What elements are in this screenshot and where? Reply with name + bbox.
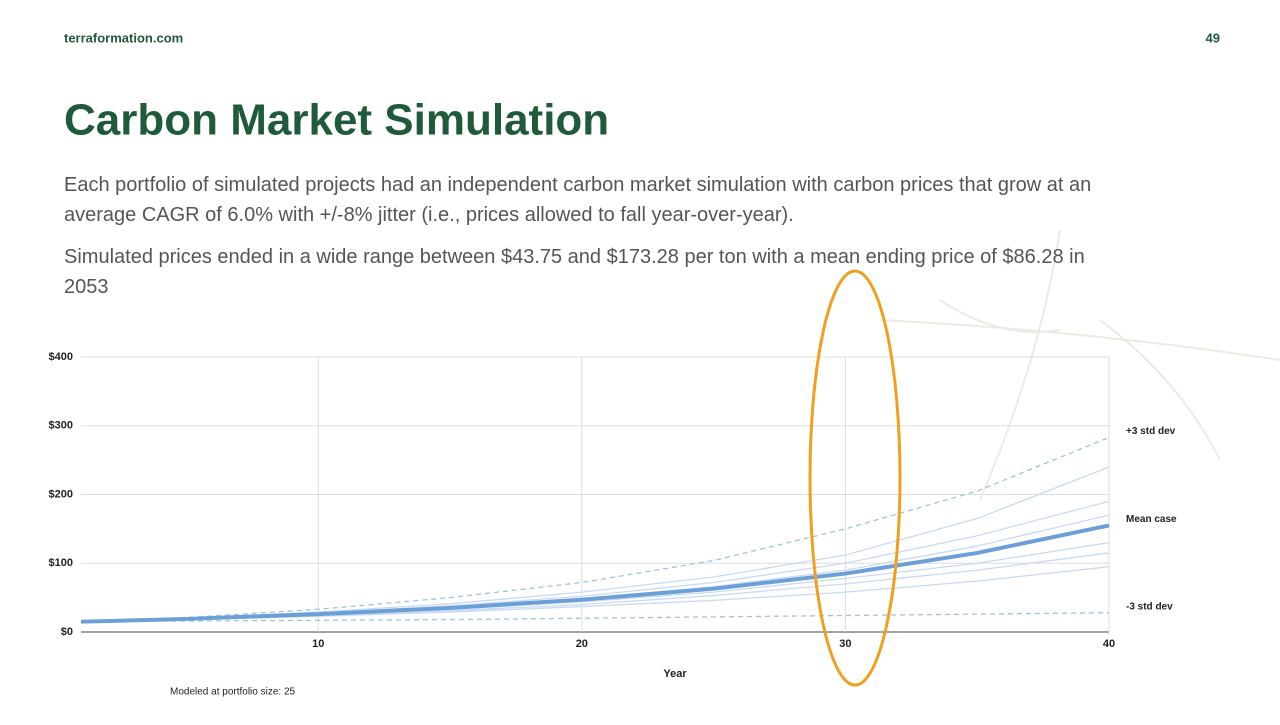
paragraph: Simulated prices ended in a wide range b… (64, 246, 1085, 298)
series-line (80, 436, 1110, 623)
x-tick-label: 20 (576, 638, 588, 650)
y-tick-label: $200 (49, 488, 73, 500)
paragraph: Each portfolio of simulated projects had… (64, 174, 1092, 226)
page-number: 49 (1206, 30, 1220, 45)
highlight-ellipse (808, 269, 902, 687)
x-tick-label: 40 (1103, 638, 1115, 650)
site-name: terraformation.com (64, 30, 183, 45)
x-tick-label: 30 (839, 638, 851, 650)
chart-note: Modeled at portfolio size: 25 (170, 687, 296, 698)
pine-decoration (879, 229, 1280, 501)
y-tick-label: $100 (49, 557, 73, 569)
series-line (80, 566, 1110, 623)
body-text: Each portfolio of simulated projects had… (64, 174, 1092, 298)
series-line (80, 523, 1110, 624)
y-tick-label: $0 (61, 626, 73, 638)
series-label: +3 std dev (1126, 426, 1176, 437)
chart: $0 $100 $200 $300 $400 10 20 30 40 Year Modeled at… (49, 351, 1178, 698)
series-label: Mean case (1126, 514, 1177, 525)
y-tick-label: $300 (49, 420, 73, 432)
series-label: -3 std dev (1126, 601, 1173, 612)
x-axis-label: Year (663, 668, 687, 680)
slide-title: Carbon Market Simulation (64, 96, 609, 145)
y-tick-label: $400 (49, 351, 73, 363)
x-tick-label: 10 (312, 638, 324, 650)
